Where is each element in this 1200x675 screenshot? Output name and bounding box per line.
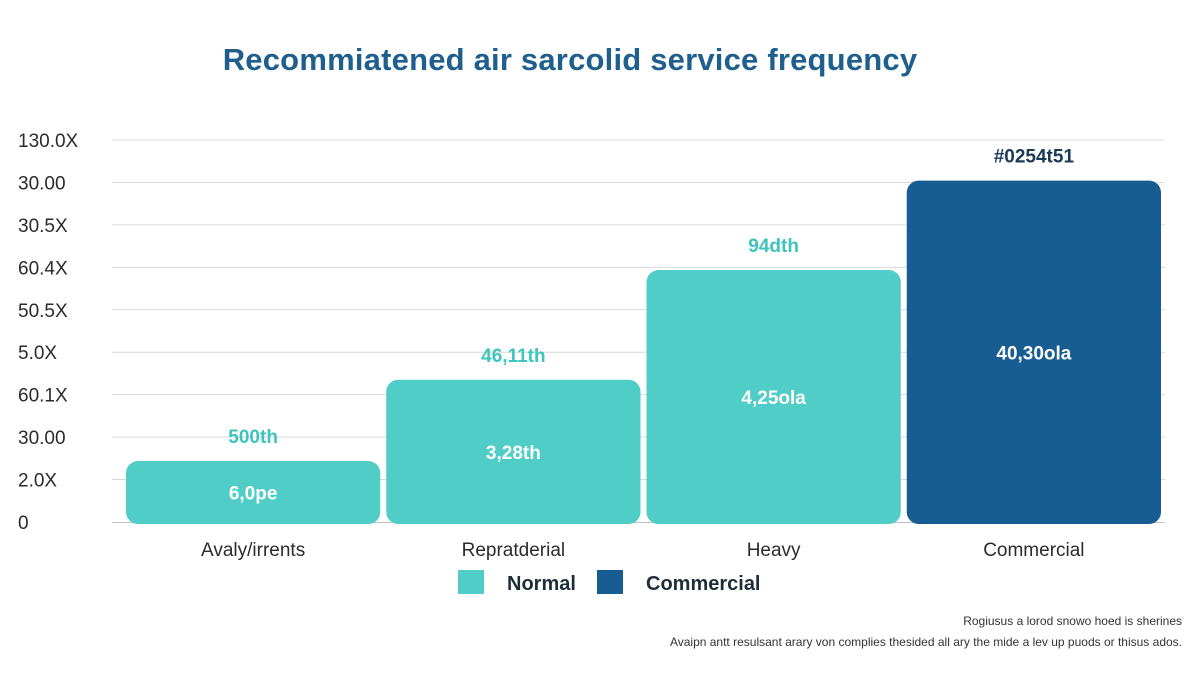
bar-inside-label: 6,0pe [229,484,278,505]
y-tick-label: 60.4X [18,258,68,279]
x-category-label: Avaly/irrents [201,540,305,561]
y-tick-label: 30.00 [18,428,66,449]
footnote-line-1: Rogiusus a lorod snowo hoed is sherines [963,614,1182,628]
legend-item-normal[interactable]: Normal [458,570,576,595]
x-category-label: Commercial [983,540,1084,561]
x-category-label: Repratderial [462,540,566,561]
bar-value-label: 46,11th [481,346,545,367]
bar-inside-label: 4,25ola [741,388,806,409]
bar-inside-label: 40,30ola [996,343,1071,364]
chart-title: Recommiatened air sarcolid service frequ… [222,42,918,77]
bar-1 [126,461,381,524]
bar-4 [906,180,1161,524]
legend-label: Normal [507,573,576,595]
bar-inside-label: 3,28th [486,443,541,464]
x-category-label: Heavy [747,540,801,561]
y-tick-label: 30.00 [18,173,66,194]
bar-3 [646,270,901,524]
legend[interactable]: Normal Commercial [458,570,761,595]
legend-label: Commercial [646,573,761,595]
bar-value-label: #0254t51 [994,147,1075,168]
y-tick-label: 30.5X [18,216,68,237]
legend-swatch [597,570,623,594]
bar-value-label: 500th [228,427,278,448]
x-axis-category-labels: Avaly/irrents Repratderial Heavy Commercial [201,540,1085,561]
y-tick-label: 5.0X [18,343,57,364]
bar-2 [386,379,641,524]
footnote-line-2: Avaipn antt resulsant arary von complies… [669,635,1182,649]
bars: 6,0pe 500th 3,28th 46,11th 4,25ola 94dth 40,30… [126,147,1161,524]
legend-swatch [458,570,484,594]
y-tick-label: 2.0X [18,471,57,492]
y-tick-label: 50.5X [18,301,68,322]
y-tick-label: 130.0X [18,131,79,152]
legend-item-commercial[interactable]: Commercial [597,570,761,595]
bar-value-label: 94dth [748,236,799,257]
y-axis-tick-labels: 0 2.0X 30.00 60.1X 5.0X 50.5X 60.4X 30.5X 30.00 1… [18,131,79,534]
y-tick-label: 60.1X [18,386,68,407]
y-tick-label: 0 [18,513,29,534]
